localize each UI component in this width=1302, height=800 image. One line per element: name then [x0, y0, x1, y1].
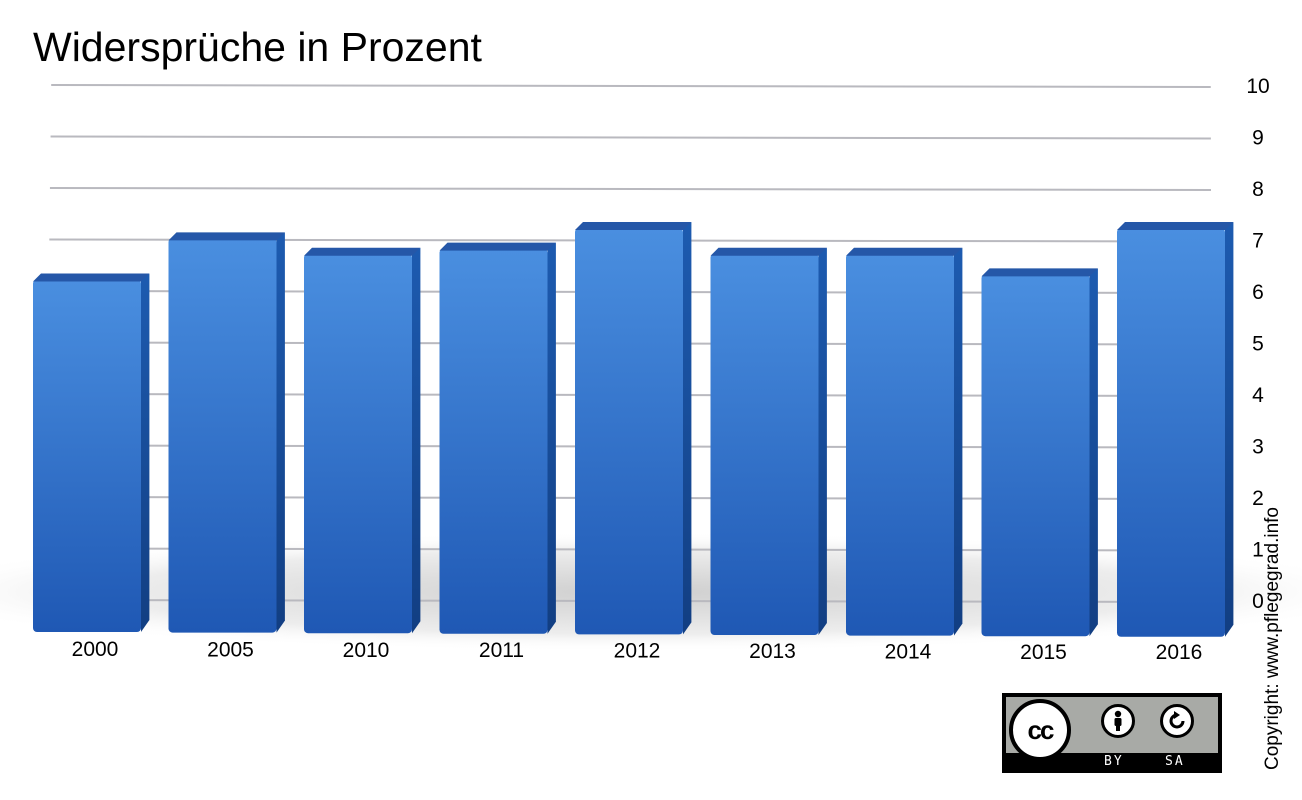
- y-tick-label: 3: [1252, 436, 1264, 459]
- x-tick-label: 2014: [885, 640, 932, 663]
- bar-front: [168, 238, 277, 633]
- cc-logo-text: cc: [1027, 714, 1055, 745]
- y-tick-label: 4: [1252, 384, 1264, 407]
- bar: [439, 242, 556, 634]
- x-tick-label: 2005: [207, 638, 254, 661]
- y-tick-label: 5: [1252, 333, 1264, 356]
- gridline: [51, 84, 1211, 88]
- bar: [304, 247, 421, 634]
- bar-front: [575, 228, 683, 635]
- sa-label: SA: [1165, 754, 1185, 769]
- x-tick-label: 2011: [479, 639, 524, 662]
- y-tick-label: 2: [1252, 487, 1264, 510]
- bar: [1117, 222, 1234, 637]
- y-tick-label: 9: [1252, 127, 1264, 150]
- bar-front: [439, 248, 548, 634]
- x-tick-label: 2013: [749, 640, 796, 663]
- bar-front: [304, 253, 412, 634]
- chart-title: Widersprüche in Prozent: [33, 24, 482, 70]
- by-icon: [1101, 704, 1135, 738]
- bar-front: [1117, 228, 1225, 637]
- bar: [33, 273, 150, 632]
- x-tick-label: 2010: [343, 639, 390, 662]
- by-label: BY: [1104, 754, 1124, 769]
- gridline: [50, 135, 1211, 140]
- bar: [981, 268, 1098, 637]
- bar: [846, 247, 963, 636]
- bars: [33, 222, 1234, 637]
- x-tick-label: 2000: [72, 638, 119, 661]
- y-tick-label: 7: [1252, 230, 1264, 253]
- y-axis-labels: 0 1 2 3 4 5 6 7 8 9 10: [1246, 75, 1269, 613]
- copyright-text: Copyright: www.pflegegrad.info: [1262, 507, 1283, 770]
- y-tick-label: 1: [1252, 539, 1264, 562]
- bar: [710, 247, 827, 636]
- y-tick-label: 6: [1252, 281, 1264, 304]
- gridline: [49, 187, 1212, 191]
- x-tick-label: 2012: [614, 640, 661, 663]
- bar-front: [710, 253, 819, 636]
- bar-front: [33, 279, 141, 632]
- x-axis-labels: 2000 2005 2010 2011 2012 2013 2014 2015 2016: [72, 638, 1203, 664]
- bar-front: [846, 253, 954, 636]
- y-tick-label: 10: [1246, 75, 1269, 98]
- y-tick-label: 0: [1252, 590, 1264, 613]
- x-tick-label: 2015: [1020, 641, 1067, 664]
- x-tick-label: 2016: [1156, 641, 1203, 664]
- y-tick-label: 8: [1252, 178, 1264, 201]
- cc-icon: cc: [1009, 699, 1071, 761]
- bar-front: [981, 274, 1090, 637]
- cc-license-badge[interactable]: cc BY SA: [1002, 693, 1222, 773]
- bar: [575, 222, 692, 635]
- sa-icon: [1160, 704, 1194, 738]
- bar: [168, 232, 285, 633]
